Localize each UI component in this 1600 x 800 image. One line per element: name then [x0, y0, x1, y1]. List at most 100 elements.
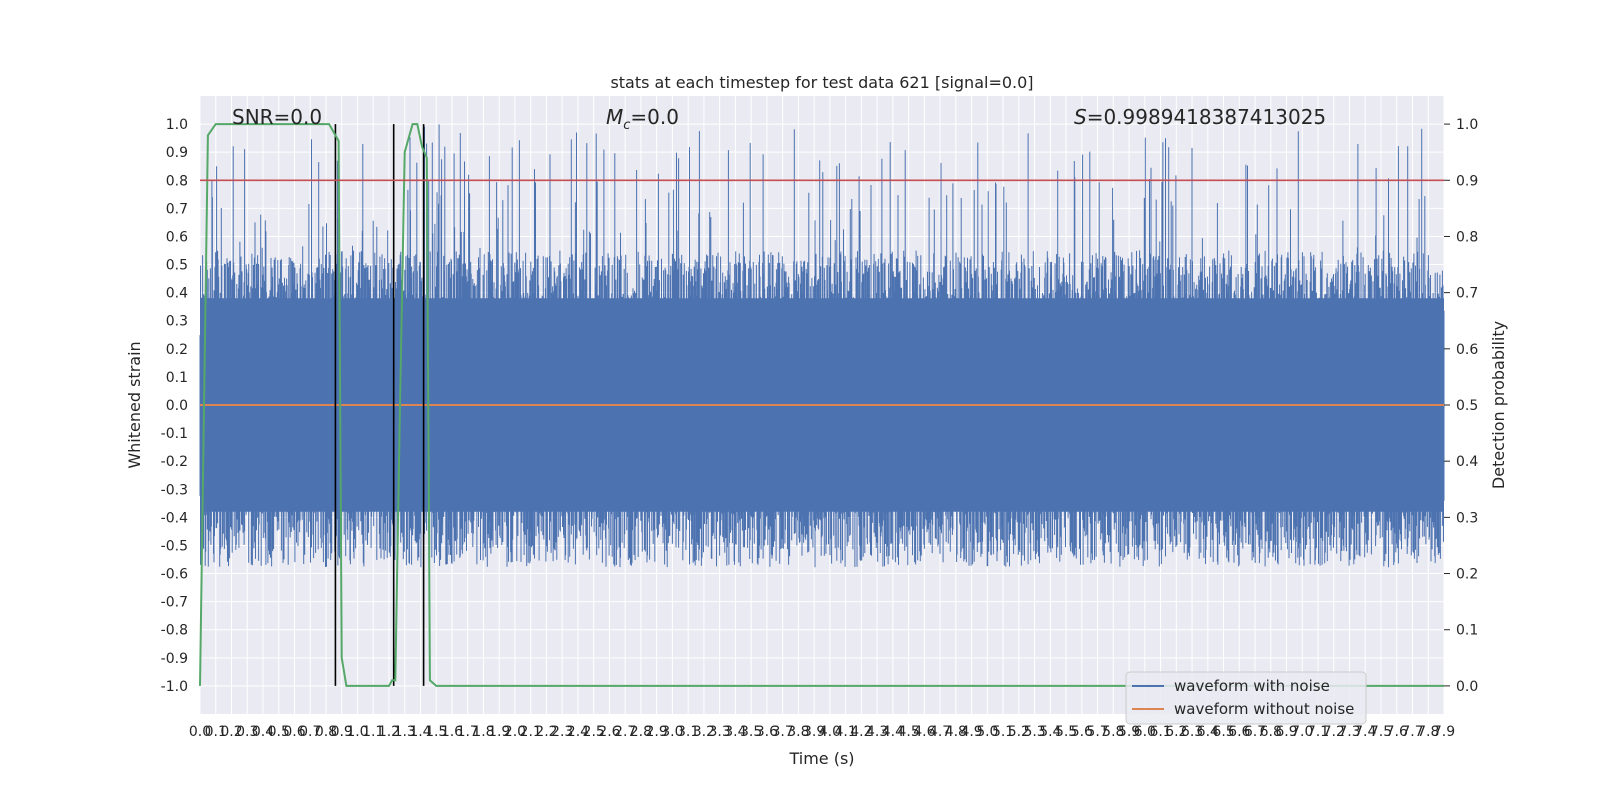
x-tick-label: 2.5	[583, 724, 605, 740]
x-tick-label: 2.9	[646, 724, 668, 740]
x-tick-label: 6.0	[1134, 724, 1156, 740]
y-left-tick-label: -0.9	[161, 651, 188, 667]
y-left-tick-label: 0.0	[166, 398, 188, 414]
x-tick-label: 4.3	[866, 724, 888, 740]
x-tick-label: 5.8	[1102, 724, 1124, 740]
chart-title: stats at each timestep for test data 621…	[610, 73, 1033, 92]
s-annotation: S=0.9989418387413025	[1074, 105, 1326, 129]
x-tick-label: 0.4	[252, 724, 274, 740]
x-tick-label: 0.2	[220, 724, 242, 740]
x-tick-label: 7.4	[1354, 724, 1376, 740]
x-tick-label: 2.8	[630, 724, 652, 740]
mc-annotation: Mc=0.0	[606, 105, 679, 133]
y-left-tick-label: 0.3	[166, 314, 188, 330]
x-tick-label: 1.6	[441, 724, 463, 740]
y-left-tick-label: 0.8	[166, 173, 188, 189]
x-tick-label: 3.0	[661, 724, 683, 740]
y-left-tick-label: -0.1	[161, 426, 188, 442]
y-left-tick-label: 0.4	[166, 286, 188, 302]
y-right-tick-label: 0.2	[1456, 567, 1478, 583]
legend-label-clean: waveform without noise	[1174, 700, 1354, 718]
x-tick-label: 0.5	[268, 724, 290, 740]
x-tick-label: 2.0	[504, 724, 526, 740]
x-tick-label: 0.3	[236, 724, 258, 740]
x-tick-label: 1.9	[488, 724, 510, 740]
x-tick-label: 3.4	[724, 724, 746, 740]
y-left-tick-label: -1.0	[161, 679, 188, 695]
y-left-tick-label: -0.6	[161, 567, 188, 583]
x-tick-label: 7.9	[1433, 724, 1455, 740]
x-tick-label: 4.8	[945, 724, 967, 740]
x-tick-label: 5.7	[1086, 724, 1108, 740]
x-tick-label: 4.0	[819, 724, 841, 740]
x-tick-label: 3.9	[803, 724, 825, 740]
y-left-tick-label: 0.5	[166, 258, 188, 274]
detection-probability-line	[199, 123, 1444, 687]
x-tick-label: 3.6	[756, 724, 778, 740]
x-tick-label: 6.1	[1149, 724, 1171, 740]
y-left-tick-label: 0.7	[166, 201, 188, 217]
mc-subscript: c	[623, 118, 630, 133]
x-tick-label: 4.6	[913, 724, 935, 740]
x-tick-label: 2.6	[598, 724, 620, 740]
x-tick-label: 3.1	[677, 724, 699, 740]
x-tick-label: 6.3	[1181, 724, 1203, 740]
x-tick-label: 0.1	[205, 724, 227, 740]
x-tick-label: 1.4	[409, 724, 431, 740]
x-tick-label: 6.2	[1165, 724, 1187, 740]
x-tick-label: 2.2	[535, 724, 557, 740]
x-tick-label: 1.1	[362, 724, 384, 740]
x-tick-label: 6.6	[1228, 724, 1250, 740]
x-tick-label: 5.9	[1118, 724, 1140, 740]
x-tick-label: 6.9	[1275, 724, 1297, 740]
x-tick-label: 5.4	[1039, 724, 1061, 740]
y-right-tick-label: 0.5	[1456, 398, 1478, 414]
series-detection-probability	[199, 123, 1444, 687]
y-left-tick-label: 0.9	[166, 145, 188, 161]
s-symbol: S	[1074, 105, 1087, 129]
x-tick-label: 3.7	[772, 724, 794, 740]
y-left-tick-label: 1.0	[166, 117, 188, 133]
x-tick-label: 7.3	[1338, 724, 1360, 740]
y-left-tick-label: 0.1	[166, 370, 188, 386]
mc-value: =0.0	[630, 105, 679, 129]
x-tick-label: 0.7	[299, 724, 321, 740]
x-tick-label: 0.0	[189, 724, 211, 740]
mc-symbol: M	[606, 105, 623, 129]
x-tick-label: 5.6	[1071, 724, 1093, 740]
x-tick-label: 7.5	[1370, 724, 1392, 740]
x-tick-label: 7.0	[1291, 724, 1313, 740]
y-left-tick-label: -0.8	[161, 623, 188, 639]
x-tick-label: 3.5	[740, 724, 762, 740]
x-tick-label: 1.7	[457, 724, 479, 740]
x-tick-label: 1.3	[394, 724, 416, 740]
x-tick-label: 4.2	[850, 724, 872, 740]
x-tick-label: 5.1	[992, 724, 1014, 740]
y-right-tick-label: 0.8	[1456, 229, 1478, 245]
y-right-tick-label: 0.1	[1456, 623, 1478, 639]
y-right-tick-label: 0.9	[1456, 173, 1478, 189]
x-tick-label: 4.9	[960, 724, 982, 740]
y-right-tick-label: 0.4	[1456, 454, 1478, 470]
s-value: =0.9989418387413025	[1087, 105, 1326, 129]
snr-annotation: SNR=0.0	[232, 105, 322, 129]
x-tick-label: 6.7	[1244, 724, 1266, 740]
y-left-tick-label: -0.7	[161, 595, 188, 611]
x-tick-label: 3.3	[709, 724, 731, 740]
x-tick-label: 6.8	[1260, 724, 1282, 740]
x-tick-label: 4.7	[929, 724, 951, 740]
x-tick-label: 6.4	[1197, 724, 1219, 740]
x-tick-label: 2.4	[567, 724, 589, 740]
x-axis-label: Time (s)	[788, 749, 854, 768]
x-tick-label: 5.2	[1008, 724, 1030, 740]
x-tick-label: 7.1	[1307, 724, 1329, 740]
x-tick-label: 0.6	[283, 724, 305, 740]
x-tick-label: 0.9	[331, 724, 353, 740]
x-tick-label: 4.4	[882, 724, 904, 740]
x-tick-label: 1.5	[425, 724, 447, 740]
legend-box	[1125, 671, 1367, 725]
x-tick-label: 2.3	[551, 724, 573, 740]
legend: waveform with noise waveform without noi…	[1125, 671, 1367, 725]
x-tick-label: 3.8	[787, 724, 809, 740]
